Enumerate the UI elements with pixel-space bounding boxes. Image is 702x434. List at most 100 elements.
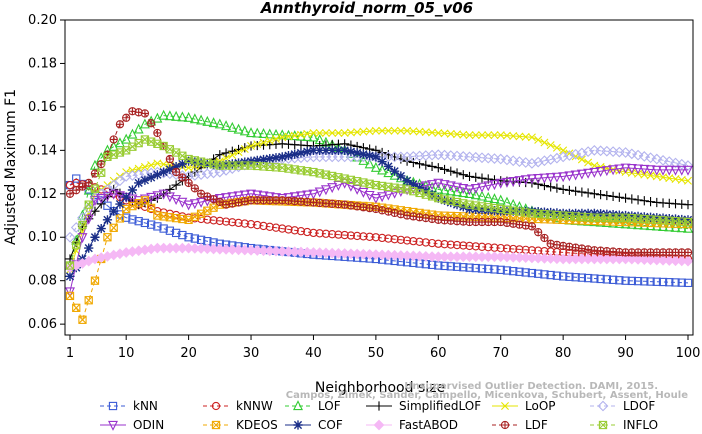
data-point-kNN: [540, 270, 549, 279]
data-point-LDF: [171, 167, 181, 177]
data-point-SimplifiedLOF: [227, 146, 237, 156]
data-point-LOF: [464, 187, 475, 198]
data-point-LDF: [396, 210, 405, 219]
data-point-COF: [371, 152, 381, 162]
data-point-COF: [346, 147, 356, 157]
data-point-ODIN: [470, 183, 481, 194]
data-point-kNN: [165, 226, 175, 235]
data-point-ODIN: [464, 185, 475, 196]
data-point-ODIN: [89, 196, 100, 207]
data-point-kNNW: [215, 216, 224, 226]
data-point-COF: [521, 206, 531, 216]
data-point-kNNW: [384, 234, 393, 243]
data-point-COF: [196, 158, 206, 168]
legend-label: INFLO: [623, 418, 658, 432]
data-point-SimplifiedLOF: [452, 168, 462, 178]
legend-label: KDEOS: [236, 418, 278, 432]
data-point-ODIN: [608, 165, 619, 176]
data-point-ODIN: [152, 191, 163, 202]
data-point-ODIN: [439, 180, 450, 191]
data-point-kNN: [521, 268, 530, 277]
data-point-kNNW: [452, 240, 462, 250]
credit-line-citation: Unsupervised Outlier Detection. DAMI, 20…: [404, 381, 658, 392]
data-point-LDF: [147, 119, 156, 128]
data-point-LoOP: [546, 141, 555, 150]
data-point-kNN: [178, 230, 187, 240]
data-point-kNN: [440, 261, 449, 271]
data-point-LDOF: [114, 175, 126, 187]
data-point-SimplifiedLOF: [427, 161, 437, 172]
data-point-kNNW: [265, 222, 274, 231]
data-point-SimplifiedLOF: [627, 194, 637, 204]
data-point-LoOP: [359, 127, 368, 136]
data-point-kNNW: [340, 230, 349, 240]
data-point-ODIN: [314, 187, 325, 198]
data-point-LoOP: [259, 138, 268, 147]
data-point-COF: [227, 159, 237, 169]
data-point-ODIN: [583, 168, 594, 179]
chart-title: Annthyroid_norm_05_v06: [260, 0, 473, 17]
data-point-LDF: [209, 195, 218, 204]
data-point-LDF: [540, 233, 549, 243]
data-point-kNN: [527, 268, 537, 278]
data-point-LDF: [184, 178, 193, 188]
data-point-COF: [333, 145, 344, 155]
data-point-LoOP: [434, 128, 443, 137]
data-point-LDOF: [551, 152, 563, 164]
data-point-ODIN: [433, 178, 444, 189]
data-point-LoOP: [421, 128, 430, 137]
data-point-kNN: [122, 213, 131, 222]
data-point-ODIN: [483, 181, 494, 192]
data-point-ODIN: [377, 192, 388, 203]
data-point-SimplifiedLOF: [421, 160, 431, 170]
data-point-ODIN: [539, 173, 550, 184]
data-point-COF: [571, 208, 581, 218]
data-point-LOF: [239, 125, 250, 136]
data-point-LOF: [470, 189, 481, 200]
data-point-LoOP: [234, 148, 243, 157]
legend-item-LDF: LDF: [492, 418, 548, 432]
data-point-LDOF: [214, 166, 226, 178]
data-point-COF: [427, 190, 437, 200]
data-point-kNN: [140, 218, 150, 228]
data-point-kNNW: [315, 229, 324, 238]
data-point-LDOF: [582, 146, 594, 158]
data-point-LoOP: [309, 128, 318, 137]
data-point-kNN: [190, 234, 199, 243]
data-point-KDEOS: [65, 291, 75, 301]
data-point-ODIN: [626, 164, 637, 174]
data-point-ODIN: [526, 174, 537, 185]
data-point-SimplifiedLOF: [614, 192, 624, 202]
data-point-kNNW: [353, 231, 362, 241]
data-point-LDOF: [651, 153, 663, 165]
legend-label: LoOP: [525, 399, 556, 413]
data-point-LDOF: [632, 149, 644, 161]
data-point-LDOF: [102, 184, 113, 195]
data-point-LDF: [340, 200, 349, 209]
data-point-COF: [633, 211, 643, 221]
data-point-LOF: [214, 118, 225, 129]
data-point-LOF: [158, 109, 169, 120]
data-point-LOF: [133, 123, 144, 134]
data-point-LoOP: [484, 131, 493, 140]
data-point-ODIN: [239, 190, 250, 201]
data-point-ODIN: [77, 233, 88, 244]
legend-item-LOF: LOF: [285, 399, 341, 413]
data-point-COF: [365, 150, 375, 161]
data-point-LoOP: [446, 129, 455, 138]
data-point-LOF: [495, 194, 506, 205]
data-point-kNNW: [278, 224, 287, 233]
data-point-kNNW: [377, 233, 387, 243]
data-point-KDEOS: [84, 296, 93, 305]
data-point-SimplifiedLOF: [589, 189, 599, 199]
data-point-ODIN: [389, 188, 400, 199]
plot-frame: [64, 19, 694, 336]
data-point-ODIN: [246, 189, 257, 200]
data-point-kNN: [590, 274, 599, 283]
data-point-COF: [140, 175, 150, 185]
data-point-ODIN: [664, 165, 675, 176]
data-point-COF: [620, 210, 631, 221]
data-point-kNN: [633, 276, 643, 286]
data-point-LOF: [196, 114, 207, 125]
data-point-LoOP: [684, 176, 692, 185]
